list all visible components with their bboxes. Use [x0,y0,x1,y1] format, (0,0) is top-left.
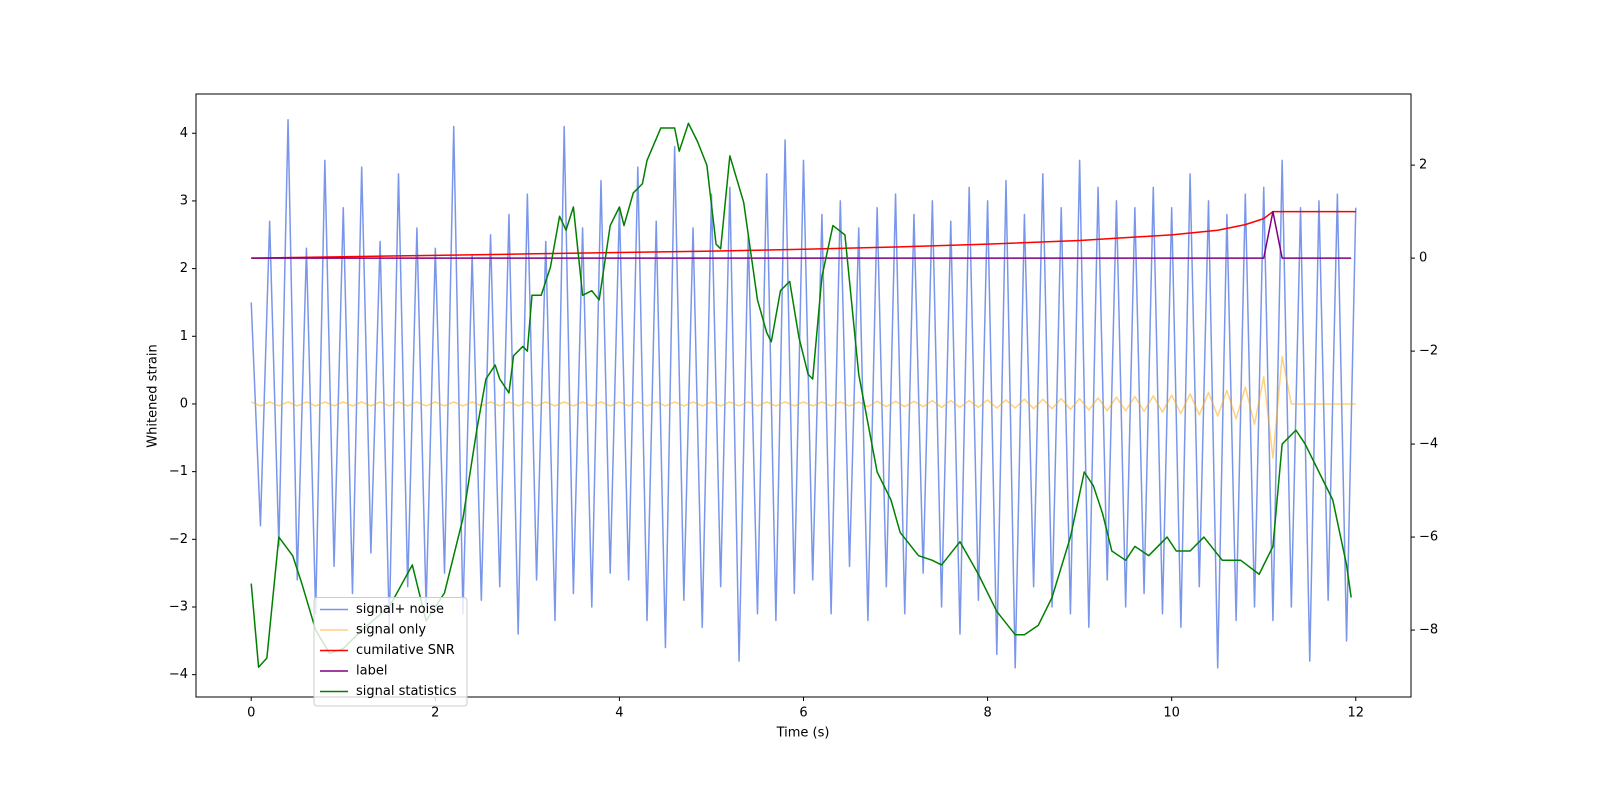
x-tick-label: 12 [1347,706,1364,721]
series-line [250,118,1357,669]
y-tick-label: −4 [169,667,188,682]
legend-label: label [356,664,387,679]
x-tick-label: 8 [983,706,991,721]
y2-tick-label: −8 [1419,623,1438,638]
x-tick-label: 2 [431,706,439,721]
y-tick-label: −1 [169,464,188,479]
y-tick-label: 1 [180,329,188,344]
y-tick-label: 0 [180,396,188,411]
y-tick-label: −2 [169,532,188,547]
y2-tick-label: −4 [1419,437,1438,452]
series-line [251,210,1352,259]
legend-label: signal+ noise [356,602,444,617]
series-line [250,122,1352,668]
y-tick-label: −3 [169,599,188,614]
y-tick-label: 4 [180,126,188,141]
y-axis-label: Whitened strain [146,344,161,447]
x-tick-label: 4 [615,706,623,721]
x-tick-label: 6 [799,706,807,721]
legend-box [313,597,468,707]
y-tick-label: 2 [180,261,188,276]
y2-tick-label: −6 [1419,530,1438,545]
x-axis-label: Time (s) [776,726,830,741]
legend-label: signal statistics [356,684,457,699]
legend-label: signal only [356,623,426,638]
series-line [251,210,1356,259]
plot-frame [195,93,1412,698]
y2-tick-label: −2 [1419,344,1438,359]
legend: signal+ noise signal only cumilative SNR la… [313,597,468,707]
series-line [250,355,1356,459]
x-tick-label: 10 [1163,706,1180,721]
legend-label: cumilative SNR [356,643,455,658]
y-tick-label: 3 [180,193,188,208]
y2-tick-label: 0 [1419,251,1427,266]
y2-tick-label: 2 [1419,158,1427,173]
x-tick-label: 0 [247,706,255,721]
